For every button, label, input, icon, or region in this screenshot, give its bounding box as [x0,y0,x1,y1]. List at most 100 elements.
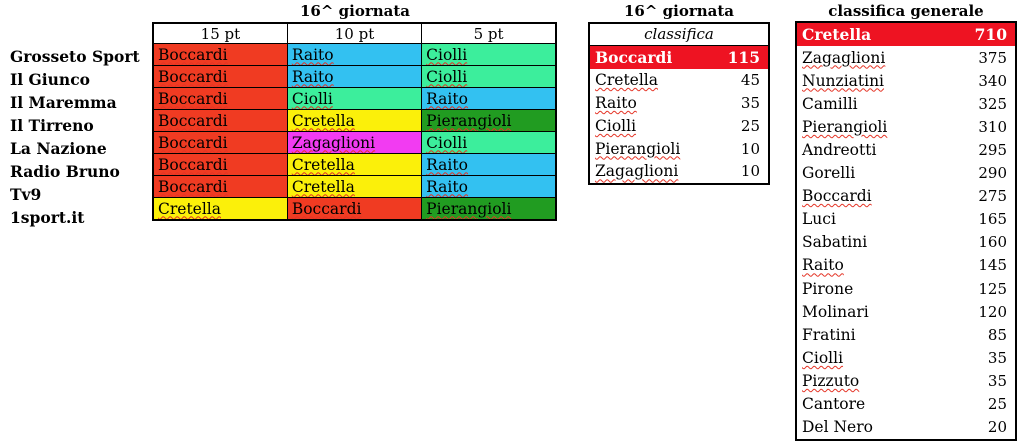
player-name: Raito [291,67,334,86]
votes-row: Boccardi Ciolli Raito [152,87,557,110]
vote-cell: Raito [421,87,557,110]
player-name: Boccardi [158,111,228,130]
player-name: Raito [291,45,334,64]
player-name: Boccardi [158,155,228,174]
vote-cell: Boccardi [152,153,288,176]
standings-row: Zagaglioni 375 [797,46,1015,69]
vote-cell: Boccardi [152,109,288,132]
source-label: Grosseto Sport [10,47,140,66]
votes-row: Boccardi Raito Ciolli [152,65,557,88]
points-value: 145 [978,256,1007,275]
player-name: Fratini [802,325,856,344]
standings-row: Sabatini 160 [797,231,1015,254]
points-value: 20 [987,418,1007,437]
vote-cell: Ciolli [421,131,557,154]
source-labels-column: Grosseto Sport Il Giunco Il Maremma Il T… [10,45,140,229]
player-name: Ciolli [291,89,333,108]
player-name: Pirone [802,279,854,298]
vote-cell: Boccardi [152,175,288,198]
points-header: 5 pt [421,22,557,44]
points-value: 290 [978,164,1007,183]
player-name: Boccardi [158,133,228,152]
player-name: Boccardi [158,67,228,86]
points-value: 45 [740,71,760,90]
player-name: Pierangioli [426,199,512,218]
player-name: Boccardi [595,47,673,67]
source-label: Il Tirreno [10,116,94,135]
player-name: Zagaglioni [291,133,376,152]
vote-cell: Cretella [286,153,423,176]
vote-cell: Cretella [152,197,288,221]
player-name: Raito [426,155,468,174]
vote-cell: Ciolli [421,43,557,66]
standings-row: Zagaglioni 10 [590,160,768,183]
matchday-standings-title: 16^ giornata [623,2,735,20]
player-name: Ciolli [426,67,468,86]
player-name: Zagaglioni [802,48,886,67]
vote-cell: Boccardi [152,43,288,66]
votes-row: Boccardi Cretella Pierangioli [152,109,557,132]
standings-row: Del Nero 20 [797,416,1015,439]
standings-row: Pirone 125 [797,277,1015,300]
source-label: Il Giunco [10,70,90,89]
source-label: 1sport.it [10,208,85,227]
source-label: La Nazione [10,139,107,158]
points-value: 115 [727,47,760,67]
standings-row: Camilli 325 [797,92,1015,115]
points-value: 160 [978,233,1007,252]
vote-cell: Boccardi [152,131,288,154]
points-value: 310 [978,117,1007,136]
votes-table: 15 pt 10 pt 5 pt Boccardi Raito Ciolli B… [152,22,557,221]
standings-row: Boccardi 275 [797,185,1015,208]
vote-cell: Raito [286,43,423,66]
overall-standings-title: classifica generale [828,2,984,20]
vote-cell: Zagaglioni [286,131,423,154]
points-header: 10 pt [286,22,423,44]
player-name: Cretella [595,71,658,90]
player-name: Cretella [291,111,355,130]
points-value: 10 [740,139,760,158]
vote-cell: Raito [421,153,557,176]
player-name: Cretella [158,199,221,218]
player-name: Cretella [291,177,355,196]
points-value: 10 [740,162,760,181]
overall-standings-table: Cretella 710 Zagaglioni 375 Nunziatini 3… [795,21,1017,441]
vote-cell: Raito [421,175,557,198]
player-name: Cretella [802,25,872,45]
player-name: Molinari [802,302,869,321]
points-value: 25 [740,116,760,135]
player-name: Raito [802,256,844,275]
points-value: 710 [974,25,1007,45]
standings-row: Andreotti 295 [797,138,1015,161]
player-name: Boccardi [158,45,228,64]
standings-row: Nunziatini 340 [797,69,1015,92]
player-name: Raito [426,177,468,196]
source-label: Il Maremma [10,93,117,112]
standings-row: Cretella 710 [797,23,1015,47]
points-value: 85 [987,325,1007,344]
votes-header-row: 15 pt 10 pt 5 pt [152,22,557,44]
vote-cell: Cretella [286,175,423,198]
player-name: Ciolli [426,45,468,64]
points-value: 375 [978,48,1007,67]
points-value: 35 [740,93,760,112]
player-name: Pierangioli [595,139,681,158]
player-name: Gorelli [802,164,856,183]
votes-row: Boccardi Cretella Raito [152,175,557,198]
source-label: Tv9 [10,185,42,204]
standings-row: Ciolli 25 [590,114,768,137]
standings-row: Gorelli 290 [797,162,1015,185]
source-label: Radio Bruno [10,162,120,181]
points-value: 295 [978,141,1007,160]
player-name: Zagaglioni [595,162,679,181]
points-value: 165 [978,210,1007,229]
player-name: Boccardi [158,89,228,108]
standings-row: Raito 145 [797,254,1015,277]
vote-cell: Pierangioli [421,197,557,221]
standings-row: Luci 165 [797,208,1015,231]
standings-row: Pierangioli 10 [590,137,768,160]
player-name: Pierangioli [802,117,888,136]
standings-row: Fratini 85 [797,323,1015,346]
standings-row: Ciolli 35 [797,346,1015,369]
player-name: Pierangioli [426,111,512,130]
